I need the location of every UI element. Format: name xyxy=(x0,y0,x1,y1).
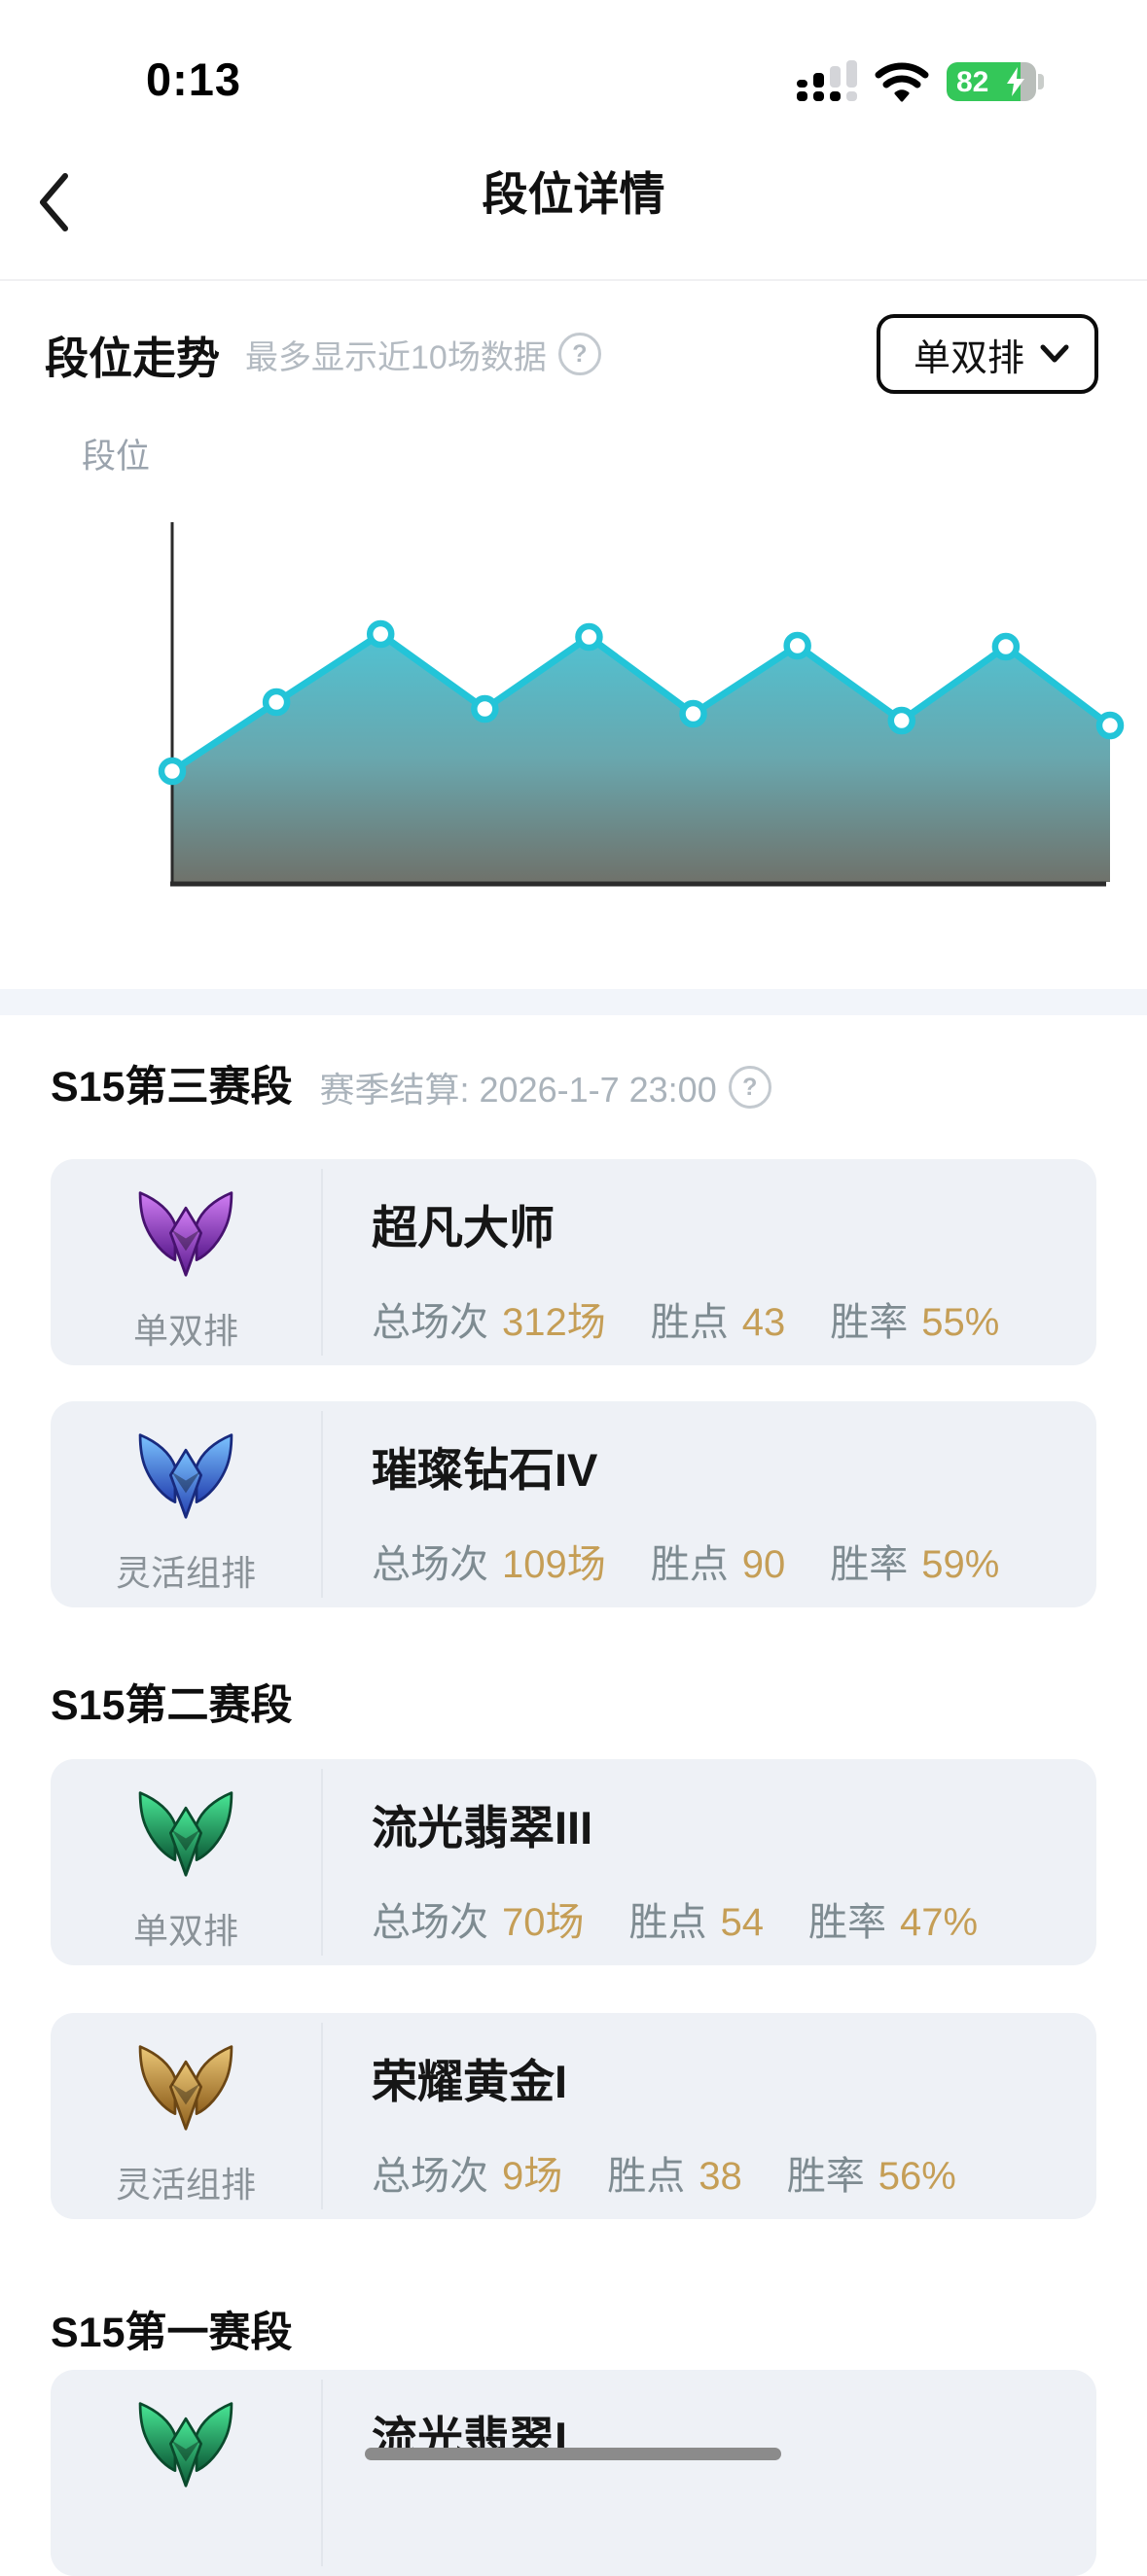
rank-card[interactable]: 流光翡翠I xyxy=(51,2370,1096,2576)
season-header: S15第三赛段 赛季结算: 2026-1-7 23:00 ? xyxy=(51,1062,1096,1112)
rank-emblem-emerald-icon xyxy=(138,1791,233,1877)
stat-value-rate: 47% xyxy=(900,1901,979,1944)
card-divider xyxy=(321,1169,323,1356)
rank-name: 超凡大师 xyxy=(372,1202,555,1253)
stat-label-points: 胜点 xyxy=(628,1901,707,1944)
trend-hint: 最多显示近10场数据 xyxy=(245,338,547,376)
queue-filter-button[interactable]: 单双排 xyxy=(876,314,1098,394)
queue-label: 单双排 xyxy=(132,1911,238,1951)
rank-name: 荣耀黄金I xyxy=(372,2056,568,2107)
chevron-down-icon xyxy=(1040,344,1069,363)
rank-stats: 总场次 9场 胜点 38 胜率 56% xyxy=(372,2144,1096,2201)
trend-help-icon[interactable]: ? xyxy=(557,333,601,375)
season-title: S15第二赛段 xyxy=(51,1682,293,1729)
rank-emblem-emerald-icon xyxy=(138,2402,233,2488)
trend-title: 段位走势 xyxy=(45,333,221,383)
back-chevron-icon xyxy=(40,173,68,231)
section-separator xyxy=(0,989,1147,1015)
rank-emblem-master-icon xyxy=(138,1191,233,1277)
home-indicator[interactable] xyxy=(365,2448,781,2460)
rank-name: 流光翡翠III xyxy=(372,1802,593,1853)
stat-value-rate: 56% xyxy=(878,2155,956,2198)
stat-label-points: 胜点 xyxy=(650,1301,729,1344)
rank-name: 璀璨钻石IV xyxy=(372,1444,598,1496)
stat-label-matches: 总场次 xyxy=(372,1901,488,1944)
stat-value-points: 43 xyxy=(741,1301,786,1344)
rank-emblem-gold-icon xyxy=(138,2045,233,2131)
stat-label-rate: 胜率 xyxy=(808,1901,886,1944)
stat-label-points: 胜点 xyxy=(650,1543,729,1586)
stat-label-rate: 胜率 xyxy=(830,1543,909,1586)
stat-value-rate: 59% xyxy=(921,1543,1000,1586)
charging-bolt-icon xyxy=(1007,67,1024,96)
status-icons: 82 xyxy=(797,60,1044,103)
stat-value-points: 90 xyxy=(741,1543,786,1586)
rank-stats: 总场次 70场 胜点 54 胜率 47% xyxy=(372,1890,1096,1947)
season-title: S15第三赛段 xyxy=(51,1064,293,1111)
status-time: 0:13 xyxy=(146,53,242,105)
stat-value-rate: 55% xyxy=(921,1301,1000,1344)
queue-filter-label: 单双排 xyxy=(913,337,1024,379)
card-divider xyxy=(321,2023,323,2209)
stat-value-points: 38 xyxy=(699,2155,742,2198)
stat-label-matches: 总场次 xyxy=(372,1543,488,1586)
card-divider xyxy=(321,1769,323,1956)
nav-bar: 段位详情 xyxy=(0,126,1147,281)
back-button[interactable] xyxy=(37,156,95,249)
rank-trend-section: 段位走势 最多显示近10场数据 ? 单双排 段位 xyxy=(0,281,1147,989)
rank-stats: 总场次 109场 胜点 90 胜率 59% xyxy=(372,1533,1096,1589)
stat-value-matches: 312场 xyxy=(502,1301,606,1344)
rank-card[interactable]: 灵活组排 璀璨钻石IV 总场次 109场 胜点 90 胜率 59% xyxy=(51,1401,1096,1607)
season-header: S15第二赛段 xyxy=(51,1680,1096,1731)
stat-value-matches: 109场 xyxy=(502,1543,606,1586)
chart-y-axis-label: 段位 xyxy=(82,438,151,476)
rank-stats: 总场次 312场 胜点 43 胜率 55% xyxy=(372,1290,1096,1347)
season-header: S15第一赛段 xyxy=(51,2308,1096,2358)
card-divider xyxy=(321,2380,323,2566)
rank-emblem-diamond-icon xyxy=(138,1433,233,1519)
stat-label-matches: 总场次 xyxy=(372,1301,488,1344)
page-title: 段位详情 xyxy=(482,168,665,220)
battery-icon: 82 xyxy=(947,62,1044,101)
rank-card[interactable]: 灵活组排 荣耀黄金I 总场次 9场 胜点 38 胜率 56% xyxy=(51,2013,1096,2219)
stat-label-rate: 胜率 xyxy=(830,1301,909,1344)
rank-card[interactable]: 单双排 超凡大师 总场次 312场 胜点 43 胜率 55% xyxy=(51,1159,1096,1365)
queue-label: 单双排 xyxy=(132,1311,238,1351)
stat-value-points: 54 xyxy=(720,1901,765,1944)
queue-label: 灵活组排 xyxy=(115,2165,256,2205)
season-list: S15第三赛段 赛季结算: 2026-1-7 23:00 ? 单双排 超凡大师 … xyxy=(51,1062,1096,2576)
wifi-icon xyxy=(875,62,929,102)
battery-percent: 82 xyxy=(956,66,989,98)
stat-value-matches: 9场 xyxy=(502,2155,563,2198)
queue-label: 灵活组排 xyxy=(115,1553,256,1593)
status-bar: 0:13 82 xyxy=(0,0,1147,126)
stat-label-points: 胜点 xyxy=(607,2155,686,2198)
stat-value-matches: 70场 xyxy=(502,1901,585,1944)
card-divider xyxy=(321,1411,323,1598)
cellular-signal-icon xyxy=(797,60,857,101)
rank-card[interactable]: 单双排 流光翡翠III 总场次 70场 胜点 54 胜率 47% xyxy=(51,1759,1096,1965)
season-title: S15第一赛段 xyxy=(51,2310,293,2356)
rank-trend-chart xyxy=(158,522,1125,887)
season-settle-time: 赛季结算: 2026-1-7 23:00 xyxy=(319,1070,717,1110)
season-help-icon[interactable]: ? xyxy=(728,1066,771,1109)
stat-label-rate: 胜率 xyxy=(786,2155,865,2198)
stat-label-matches: 总场次 xyxy=(372,2155,488,2198)
